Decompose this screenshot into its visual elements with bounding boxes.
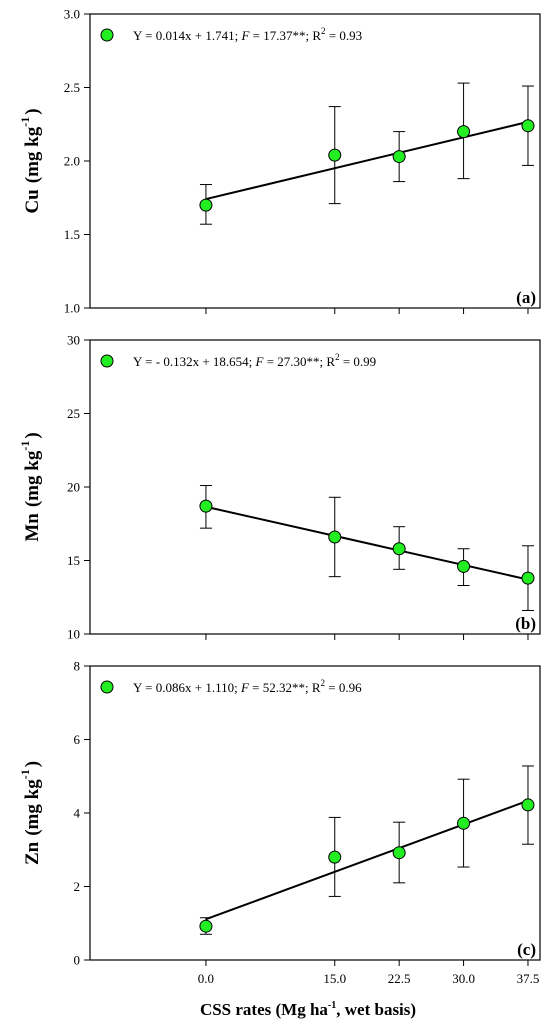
- y-tick-label: 10: [67, 627, 80, 642]
- regression-line: [205, 120, 529, 201]
- equation-f-value: = 27.30**; R: [263, 354, 335, 369]
- regression-equation: Y = - 0.132x + 18.654; F = 27.30**; R2 =…: [133, 352, 376, 369]
- equation-f-symbol: F: [240, 680, 250, 695]
- panels: 1.01.52.02.53.0Cu(mg kg-1)Y = 0.014x + 1…: [18, 7, 541, 986]
- x-tick-label: 15.0: [323, 971, 346, 986]
- data-point: [457, 559, 471, 573]
- y-tick-label: 1.0: [64, 301, 80, 316]
- equation-lhs: Y = 0.086x + 1.110;: [133, 680, 241, 695]
- x-axis-label: CSS rates (Mg ha-1, wet basis): [200, 1000, 416, 1019]
- y-tick-label: 4: [74, 806, 81, 821]
- data-point: [457, 125, 471, 139]
- data-point: [521, 798, 535, 812]
- y-axis-label-exp: -1: [18, 441, 32, 451]
- y-tick-label: 2.5: [64, 80, 80, 95]
- equation-r-value: = 0.99: [340, 354, 377, 369]
- data-point: [199, 198, 213, 212]
- y-axis-label-element: Mn: [22, 513, 43, 542]
- data-point: [328, 148, 342, 162]
- legend-marker: [100, 680, 114, 694]
- y-axis-label: Mn (mg kg-1): [18, 432, 43, 541]
- y-tick-label: 25: [67, 406, 80, 421]
- regression-equation: Y = 0.014x + 1.741; F = 17.37**; R2 = 0.…: [133, 26, 362, 43]
- x-axis-label-pre: CSS rates (Mg ha: [200, 1000, 328, 1019]
- data-point: [392, 846, 406, 860]
- y-tick-label: 8: [74, 659, 81, 674]
- y-axis-label-close: ): [22, 108, 43, 114]
- x-axis-label-sup: -1: [328, 1000, 336, 1011]
- y-axis-label-element: Zn: [22, 841, 43, 865]
- panel-label: (b): [515, 614, 536, 633]
- equation-r-sup: 2: [335, 352, 340, 362]
- data-point: [521, 119, 535, 133]
- data-point: [392, 542, 406, 556]
- y-axis-label-unit: (mg kg: [22, 450, 43, 507]
- y-tick-label: 3.0: [64, 7, 80, 22]
- y-tick-label: 15: [67, 553, 80, 568]
- data-point: [328, 530, 342, 544]
- x-tick-label: 30.0: [452, 971, 475, 986]
- y-axis-label-unit: (mg kg: [22, 779, 43, 836]
- equation-f-symbol: F: [255, 354, 265, 369]
- regression-line: [205, 799, 529, 921]
- data-point: [392, 150, 406, 164]
- y-axis-label: Cu (mg kg-1): [18, 108, 43, 213]
- regression-equation: Y = 0.086x + 1.110; F = 52.32**; R2 = 0.…: [133, 678, 362, 695]
- panel-0: 1.0 1.5 2.0 2.5 3.0 Cu (mg kg-1) Y = 0.014x + 1…: [18, 7, 541, 316]
- y-tick-label: 0: [74, 953, 81, 968]
- panel-label: (c): [517, 940, 536, 959]
- y-axis-label-unit: (mg kg: [22, 126, 43, 183]
- y-axis-label-exp: -1: [18, 769, 32, 779]
- panel-1: 10 15 20 25 30 Mn (mg kg-1) Y = - 0.132x + 18.6…: [18, 333, 541, 642]
- x-tick-label: 0.0: [198, 971, 214, 986]
- data-point: [457, 816, 471, 830]
- x-axis-label-post: , wet basis): [336, 1000, 416, 1019]
- equation-r-sup: 2: [321, 678, 326, 688]
- y-tick-label: 1.5: [64, 227, 80, 242]
- data-point: [199, 919, 213, 933]
- y-axis-label-close: ): [22, 432, 43, 438]
- panel-2: 0 2 4 6 8 0.0 15.0 22.5 30.0 37.5 Zn (mg kg-1) Y = 0…: [18, 659, 541, 986]
- panel-label: (a): [516, 288, 536, 307]
- legend-marker: [100, 354, 114, 368]
- y-axis-label: Zn (mg kg-1): [18, 761, 43, 865]
- equation-lhs: Y = - 0.132x + 18.654;: [133, 354, 256, 369]
- equation-r-value: = 0.93: [326, 28, 363, 43]
- regression-line: [205, 505, 529, 581]
- y-tick-label: 6: [74, 732, 81, 747]
- y-tick-label: 20: [67, 480, 80, 495]
- y-tick-label: 2.0: [64, 154, 80, 169]
- y-tick-label: 2: [74, 879, 81, 894]
- data-point: [199, 499, 213, 513]
- equation-r-sup: 2: [321, 26, 326, 36]
- x-tick-label: 37.5: [517, 971, 540, 986]
- equation-f-value: = 17.37**; R: [249, 28, 321, 43]
- x-tick-label: 22.5: [388, 971, 411, 986]
- y-axis-label-exp: -1: [18, 117, 32, 127]
- data-point: [521, 571, 535, 585]
- y-axis-label-element: Cu: [22, 189, 43, 214]
- equation-lhs: Y = 0.014x + 1.741;: [133, 28, 241, 43]
- legend-marker: [100, 28, 114, 42]
- equation-r-value: = 0.96: [325, 680, 362, 695]
- equation-f-value: = 52.32**; R: [249, 680, 321, 695]
- data-point: [328, 850, 342, 864]
- equation-f-symbol: F: [240, 28, 250, 43]
- y-axis-label-close: ): [22, 761, 43, 767]
- y-tick-label: 30: [67, 333, 80, 348]
